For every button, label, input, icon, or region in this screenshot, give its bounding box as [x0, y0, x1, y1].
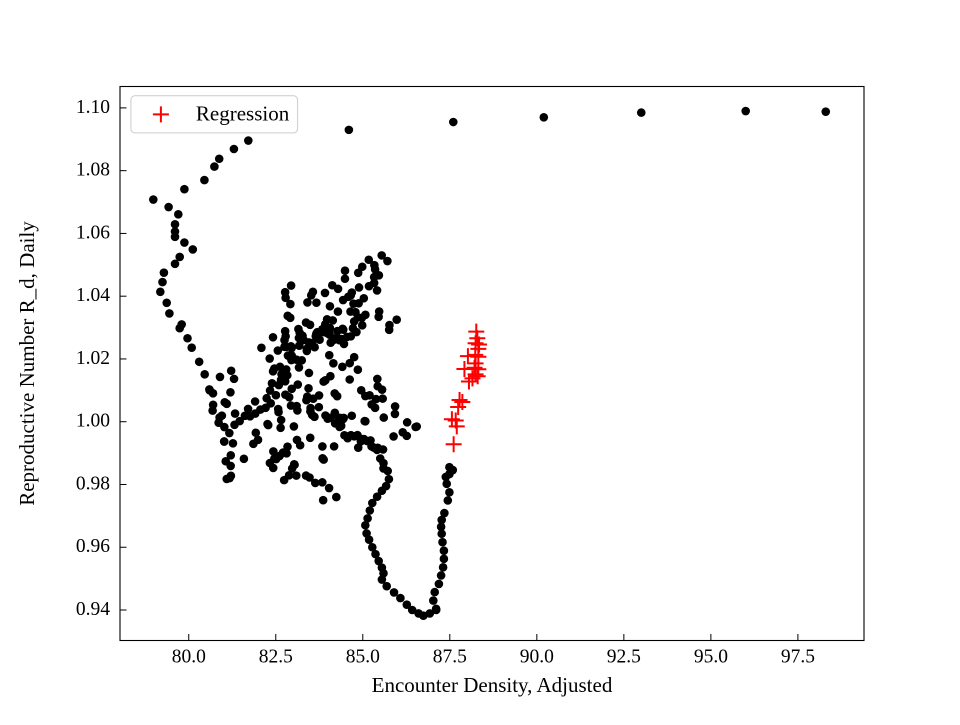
svg-text:1.02: 1.02 — [76, 348, 110, 369]
svg-text:97.5: 97.5 — [781, 647, 815, 668]
svg-text:0.94: 0.94 — [76, 599, 110, 620]
svg-text:95.0: 95.0 — [694, 647, 728, 668]
svg-text:0.96: 0.96 — [76, 536, 110, 557]
svg-text:1.10: 1.10 — [76, 97, 110, 118]
svg-text:1.06: 1.06 — [76, 222, 110, 243]
svg-text:Regression: Regression — [196, 101, 290, 125]
svg-text:82.5: 82.5 — [259, 647, 293, 668]
svg-text:80.0: 80.0 — [172, 647, 206, 668]
svg-text:Encounter Density, Adjusted: Encounter Density, Adjusted — [372, 673, 613, 697]
svg-text:1.04: 1.04 — [76, 285, 110, 306]
svg-text:92.5: 92.5 — [607, 647, 641, 668]
svg-text:Reproductive Number R_d, Daily: Reproductive Number R_d, Daily — [15, 221, 39, 506]
svg-text:85.0: 85.0 — [346, 647, 380, 668]
svg-text:90.0: 90.0 — [520, 647, 554, 668]
svg-text:1.08: 1.08 — [76, 160, 110, 181]
svg-text:1.00: 1.00 — [76, 411, 110, 432]
svg-text:87.5: 87.5 — [433, 647, 467, 668]
svg-text:0.98: 0.98 — [76, 473, 110, 494]
